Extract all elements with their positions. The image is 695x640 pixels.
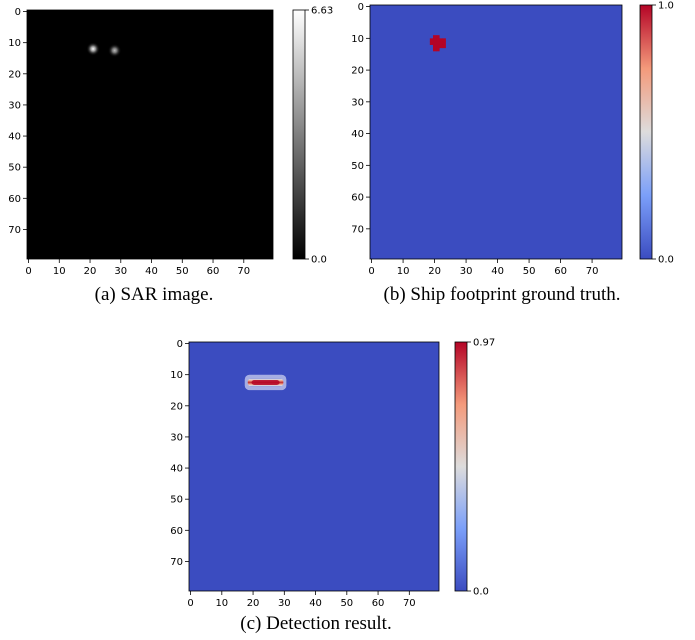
colorbar-min-label: 0.0: [658, 255, 674, 266]
colorbar: [454, 341, 468, 592]
caption-detection: (c) Detection result.: [240, 613, 392, 634]
x-tick-label: 70: [237, 266, 250, 277]
y-tick-label: 50: [8, 163, 21, 174]
y-tick-label: 0: [177, 339, 183, 350]
y-tick-label: 50: [170, 495, 183, 506]
x-tick-label: 60: [372, 598, 385, 609]
footprint-cell: [429, 38, 434, 42]
x-tick-label: 70: [586, 266, 599, 277]
footprint-cell: [442, 41, 446, 45]
colorbar-max-label: 0.97: [473, 338, 495, 349]
x-tick-label: 60: [554, 266, 567, 277]
x-tick-label: 0: [368, 266, 374, 277]
x-tick-label: 40: [309, 598, 322, 609]
bright-spot: [107, 43, 122, 58]
ship-footprint: [429, 35, 446, 52]
x-tick-label: 30: [114, 266, 127, 277]
y-tick-label: 40: [170, 464, 183, 475]
y-tick-label: 20: [170, 401, 183, 412]
footprint-cell: [436, 38, 440, 42]
colorbar-max-label: 6.63: [311, 6, 333, 17]
caption-sar-image: (a) SAR image.: [94, 284, 214, 305]
colorbar: [639, 4, 653, 260]
x-tick-label: 50: [523, 266, 536, 277]
plot-frame: [188, 341, 440, 592]
y-tick-label: 60: [351, 193, 364, 204]
footprint-cell: [442, 38, 446, 42]
x-tick-label: 30: [278, 598, 291, 609]
footprint-cell: [433, 44, 437, 49]
y-tick-label: 60: [8, 194, 21, 205]
heatmap-background: [189, 342, 439, 591]
colorbar-max-label: 1.0: [658, 1, 674, 12]
plot-frame: [369, 4, 623, 260]
footprint-cell: [433, 41, 437, 45]
footprint-cell: [436, 47, 440, 52]
y-tick-label: 60: [170, 526, 183, 537]
x-tick-label: 50: [176, 266, 189, 277]
y-tick-label: 30: [8, 100, 21, 111]
x-tick-label: 10: [53, 266, 66, 277]
footprint-cell: [436, 35, 440, 39]
ground-truth-chart: 0 10 20 30 40 50 60 70 0 10 20 30 40 50 60 70 1.0 0.0: [351, 1, 674, 278]
footprint-cell: [433, 38, 437, 42]
footprint-cell: [439, 38, 443, 42]
footprint-cell: [442, 44, 446, 49]
footprint-cell: [433, 47, 437, 52]
y-tick-label: 50: [351, 161, 364, 172]
y-tick-label: 30: [351, 97, 364, 108]
detection-core: [251, 379, 280, 385]
footprint-cell: [436, 44, 440, 49]
footprint-cell: [433, 35, 437, 39]
x-tick-label: 0: [187, 598, 193, 609]
colorbar-min-label: 0.0: [473, 587, 489, 598]
caption-ground-truth: (b) Ship footprint ground truth.: [383, 284, 621, 305]
y-tick-label: 40: [351, 129, 364, 140]
heatmap-background: [370, 5, 622, 259]
y-tick-label: 30: [170, 432, 183, 443]
footprint-cell: [439, 41, 443, 45]
x-tick-label: 40: [145, 266, 158, 277]
plot-frame: [26, 9, 274, 260]
y-tick-label: 10: [170, 370, 183, 381]
x-tick-label: 20: [84, 266, 97, 277]
y-tick-label: 70: [351, 224, 364, 235]
footprint-cell: [439, 44, 443, 49]
x-tick-label: 20: [247, 598, 260, 609]
sar-image-chart: 0 10 20 30 40 50 60 70 0 10 20 30 40 50 60 70 6.63 0.0: [8, 6, 333, 278]
y-tick-label: 0: [358, 2, 364, 13]
footprint-cell: [429, 41, 434, 45]
y-tick-label: 10: [351, 34, 364, 45]
x-tick-label: 20: [428, 266, 441, 277]
y-tick-label: 70: [8, 225, 21, 236]
colorbar-min-label: 0.0: [311, 255, 327, 266]
footprint-cell: [436, 41, 440, 45]
y-tick-label: 0: [15, 7, 21, 18]
x-tick-label: 10: [215, 598, 228, 609]
x-tick-label: 10: [397, 266, 410, 277]
y-tick-label: 40: [8, 132, 21, 143]
y-tick-label: 10: [8, 38, 21, 49]
y-tick-label: 20: [351, 66, 364, 77]
x-tick-label: 50: [340, 598, 353, 609]
colorbar: [292, 9, 306, 260]
y-tick-label: 70: [170, 557, 183, 568]
x-tick-label: 70: [403, 598, 416, 609]
x-tick-label: 30: [460, 266, 473, 277]
x-tick-label: 60: [207, 266, 220, 277]
detection-chart: 0 10 20 30 40 50 60 70 0 10 20 30 40 50 60 70 0.97 0.0: [170, 338, 495, 610]
x-tick-label: 0: [25, 266, 31, 277]
bright-spot: [86, 42, 100, 56]
x-tick-label: 40: [491, 266, 504, 277]
heatmap-background: [27, 10, 273, 259]
y-tick-label: 20: [8, 69, 21, 80]
